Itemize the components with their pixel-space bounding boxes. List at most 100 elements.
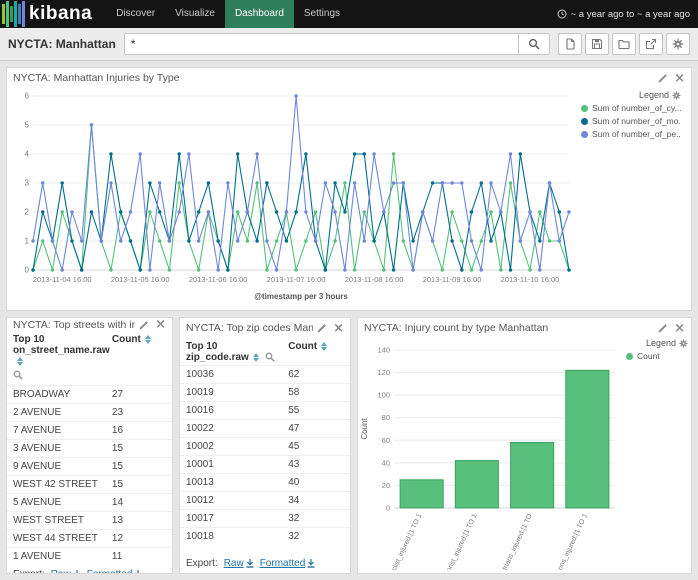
column-header-street[interactable]: Top 10 on_street_name.raw [7,331,110,386]
count-cell: 43 [282,455,350,474]
svg-text:persons_injured:[1 TO 1: persons_injured:[1 TO 1 [551,513,589,570]
close-panel-icon[interactable]: × [674,320,685,336]
pencil-icon [317,324,326,333]
street-name-cell: 2 AVENUE [7,403,106,422]
edit-panel-icon[interactable] [658,323,668,333]
magnifier-filter-icon[interactable] [13,370,23,380]
document-icon [566,38,575,50]
column-header-zip[interactable]: Top 10 zip_code.raw [180,338,282,366]
panel-top-zip-codes: NYCTA: Top zip codes Manhattan × Top 10 … [179,317,351,574]
zip-code-cell: 10013 [180,473,283,492]
sort-icon[interactable] [320,341,328,351]
legend-item[interactable]: Sum of number_of_pe... [581,129,681,139]
close-panel-icon[interactable]: × [333,320,344,336]
export-label: Export: [186,558,218,569]
table-row: 10017 32 [180,509,350,528]
legend-dot [626,352,633,360]
street-name-cell: BROADWAY [7,385,106,404]
bar[interactable] [454,460,499,509]
kibana-logo[interactable]: kibana [0,0,106,28]
street-name-cell: 5 AVENUE [7,493,106,512]
column-header-count[interactable]: Count [282,338,350,366]
export-raw-link[interactable]: Raw [51,569,81,573]
column-label: Top 10 zip_code.raw [186,341,249,363]
table-row: 10002 45 [180,437,350,456]
export-label: Export: [13,569,45,573]
panel-top-streets: NYCTA: Top streets with incidents... × T… [6,317,173,574]
legend-title: Legend [638,90,669,100]
sort-icon[interactable] [252,352,260,362]
kibana-logo-text: kibana [29,3,93,24]
zip-code-cell: 10001 [180,455,283,474]
svg-text:2013-11-10 16:00: 2013-11-10 16:00 [501,275,560,284]
pencil-icon [658,324,667,333]
legend-item[interactable]: Sum of number_of_cy... [581,103,681,113]
export-formatted-link[interactable]: Formatted [260,558,316,569]
svg-text:2013-11-09 16:00: 2013-11-09 16:00 [423,275,482,284]
export-row: Export: Raw Formatted [180,554,350,573]
edit-panel-icon[interactable] [658,73,668,83]
panel-title: NYCTA: Top zip codes Manhattan [186,322,313,334]
export-raw-link[interactable]: Raw [224,558,254,569]
table-row: 10012 34 [180,491,350,510]
download-icon [74,570,80,573]
table-row: 10022 47 [180,419,350,438]
share-icon [645,38,657,50]
close-panel-icon[interactable]: × [674,70,685,86]
time-range-picker[interactable]: ~ a year ago to ~ a year ago [557,9,698,20]
table-row: WEST STREET 13 [7,511,172,530]
gear-icon[interactable] [672,90,681,100]
panel-header: NYCTA: Top streets with incidents... × [7,318,172,331]
new-dashboard-button[interactable] [558,33,582,55]
close-panel-icon[interactable]: × [155,317,166,332]
legend-item[interactable]: Count [626,351,688,361]
share-dashboard-button[interactable] [639,33,663,55]
load-dashboard-button[interactable] [612,33,636,55]
table-row: 1 AVENUE 11 [7,547,172,565]
bar[interactable] [399,479,444,509]
save-dashboard-button[interactable] [585,33,609,55]
legend-label: Sum of number_of_pe... [592,129,681,139]
column-header-count[interactable]: Count [106,331,172,386]
count-cell: 23 [105,403,172,422]
nav-item-discover[interactable]: Discover [116,8,156,19]
table-row: 10016 55 [180,401,350,420]
top-navbar: kibana Discover Visualize Dashboard Setting… [0,0,698,28]
search-button[interactable] [518,33,550,55]
count-cell: 62 [282,365,350,384]
nav-item-settings[interactable]: Settings [303,8,341,19]
column-label: Count [111,334,141,345]
table-row: 10019 58 [180,383,350,402]
query-input[interactable] [123,33,518,55]
edit-panel-icon[interactable] [317,323,327,333]
gear-icon[interactable] [679,338,688,348]
svg-text:d_cyclist_injured:[1 TO 1: d_cyclist_injured:[1 TO 1 [385,513,424,570]
bar[interactable] [565,369,610,509]
magnifier-filter-icon[interactable] [265,352,275,363]
count-cell: 47 [282,419,350,438]
legend-item[interactable]: Sum of number_of_mo... [581,116,681,126]
svg-text:5: 5 [25,121,30,130]
nav-item-visualize[interactable]: Visualize [175,8,215,19]
svg-text:motorist_injured:[1 TO 1: motorist_injured:[1 TO 1 [441,513,479,570]
street-name-cell: WEST 44 STREET [7,529,106,548]
street-name-cell: WEST STREET [7,511,106,530]
export-formatted-link[interactable]: Formatted [87,569,143,573]
export-row: Export: Raw Formatted [7,565,172,573]
options-dashboard-button[interactable] [666,33,690,55]
panel-injury-count: NYCTA: Injury count by type Manhattan × … [357,317,692,574]
edit-panel-icon[interactable] [139,320,149,330]
sort-icon[interactable] [144,334,152,344]
nav-item-dashboard[interactable]: Dashboard [224,0,294,28]
table-row: BROADWAY 27 [7,385,172,404]
zip-code-cell: 10019 [180,383,283,402]
sort-icon[interactable] [16,356,24,366]
count-cell: 32 [282,527,350,545]
svg-text:2013-11-05 16:00: 2013-11-05 16:00 [111,275,170,284]
count-cell: 16 [105,421,172,440]
count-cell: 15 [105,457,172,476]
street-name-cell: WEST 42 STREET [7,475,106,494]
bar[interactable] [510,442,555,509]
legend-dot [581,130,588,138]
table-row: WEST 44 STREET 12 [7,529,172,548]
